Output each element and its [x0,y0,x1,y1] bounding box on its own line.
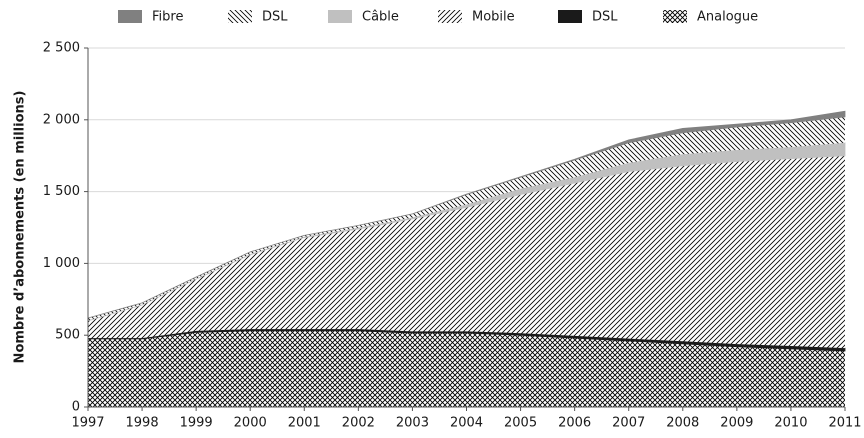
y-tick-label: 1 500 [43,184,80,199]
y-axis-label: Nombre d’abonnements (en millions) [13,91,28,364]
x-tick-label: 2002 [342,416,375,431]
legend-label: DSL [592,10,618,25]
legend-swatch [558,10,582,23]
x-tick-label: 2004 [450,416,483,431]
x-tick-label: 1998 [126,416,159,431]
legend-label: Analogue [697,10,758,25]
area [87,328,846,352]
x-tick-label: 1999 [180,416,213,431]
x-tick-label: 2010 [774,416,807,431]
y-tick-label: 2 500 [43,41,80,56]
y-tick-label: 1 000 [43,256,80,271]
y-tick-label: 500 [55,328,80,343]
legend-swatch [663,10,687,23]
x-tick-label: 2005 [504,416,537,431]
x-tick-label: 2006 [558,416,591,431]
legend-swatch [118,10,142,23]
legend-label: Câble [362,10,399,25]
y-tick-label: 0 [72,400,80,415]
legend-swatch [438,10,462,23]
x-tick-label: 2009 [720,416,753,431]
x-tick-label: 2008 [666,416,699,431]
x-tick-label: 1997 [71,416,104,431]
x-tick-label: 2001 [288,416,321,431]
x-tick-label: 2000 [234,416,267,431]
x-tick-label: 2003 [396,416,429,431]
x-tick-label: 2007 [612,416,645,431]
x-tick-label: 2011 [828,416,861,431]
legend-swatch [328,10,352,23]
y-tick-label: 2 000 [43,112,80,127]
area [88,116,845,321]
area [88,330,845,407]
area [88,155,845,349]
legend-label: DSL [262,10,288,25]
legend-label: Mobile [472,10,515,25]
legend-swatch [228,10,252,23]
legend-label: Fibre [152,10,183,25]
area [87,110,846,319]
